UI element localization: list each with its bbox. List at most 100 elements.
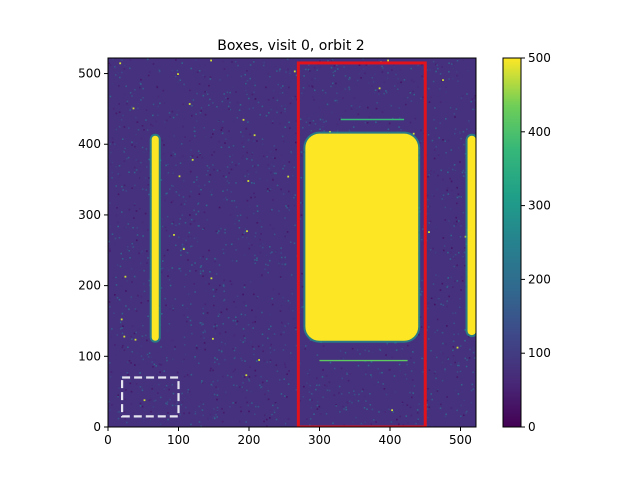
noise-pixel	[274, 366, 277, 368]
noise-pixel	[445, 413, 447, 416]
noise-pixel	[167, 171, 170, 174]
noise-pixel	[402, 404, 404, 406]
noise-pixel	[109, 202, 111, 204]
noise-pixel	[271, 303, 274, 306]
noise-pixel	[161, 313, 163, 315]
noise-pixel	[186, 307, 188, 310]
noise-pixel	[253, 140, 255, 142]
noise-pixel	[268, 189, 271, 192]
noise-pixel	[226, 308, 228, 311]
noise-pixel	[261, 333, 264, 336]
noise-pixel	[273, 333, 276, 335]
noise-pixel	[410, 370, 413, 372]
noise-pixel	[440, 403, 442, 406]
noise-pixel	[197, 210, 200, 213]
noise-pixel	[168, 112, 171, 114]
noise-pixel	[455, 108, 458, 110]
noise-pixel	[381, 65, 383, 68]
noise-pixel	[430, 393, 432, 395]
noise-pixel	[257, 405, 260, 408]
noise-pixel	[328, 382, 330, 384]
noise-pixel	[184, 136, 186, 138]
noise-pixel	[319, 128, 321, 130]
noise-pixel	[352, 126, 355, 128]
noise-pixel	[459, 132, 461, 134]
noise-pixel	[208, 166, 210, 169]
noise-pixel	[254, 413, 256, 416]
noise-pixel	[366, 122, 369, 124]
noise-pixel	[191, 332, 193, 335]
noise-pixel	[395, 73, 397, 76]
noise-pixel	[259, 177, 261, 180]
noise-pixel	[196, 347, 198, 350]
noise-pixel	[452, 62, 455, 65]
noise-pixel	[129, 67, 131, 70]
noise-pixel	[448, 62, 450, 64]
noise-pixel	[236, 215, 239, 217]
noise-pixel	[274, 252, 277, 254]
noise-pixel	[274, 402, 277, 404]
noise-pixel	[386, 77, 389, 80]
noise-pixel	[175, 404, 177, 407]
noise-pixel	[133, 332, 136, 335]
noise-pixel	[228, 172, 230, 174]
noise-pixel	[439, 289, 442, 291]
noise-pixel	[276, 184, 279, 187]
noise-pixel	[128, 308, 130, 311]
noise-pixel	[253, 182, 255, 185]
noise-pixel	[304, 129, 306, 131]
noise-pixel	[189, 319, 192, 322]
noise-pixel	[416, 421, 418, 423]
noise-pixel	[353, 97, 356, 99]
noise-pixel	[346, 401, 349, 404]
noise-pixel	[121, 346, 123, 349]
noise-pixel	[141, 335, 144, 337]
noise-pixel	[292, 317, 295, 320]
noise-pixel	[243, 284, 246, 286]
noise-pixel	[316, 400, 319, 403]
noise-pixel	[251, 244, 253, 246]
noise-pixel	[300, 202, 302, 204]
noise-pixel	[214, 323, 216, 326]
noise-pixel	[267, 72, 270, 75]
noise-pixel	[299, 324, 302, 326]
noise-pixel	[199, 270, 202, 272]
noise-pixel	[472, 388, 474, 391]
noise-pixel	[468, 121, 471, 123]
noise-pixel	[427, 388, 429, 390]
noise-pixel	[282, 193, 285, 195]
noise-pixel	[468, 357, 471, 359]
noise-pixel	[266, 188, 269, 190]
noise-pixel	[221, 132, 224, 135]
noise-pixel	[240, 75, 243, 78]
noise-pixel	[194, 410, 197, 413]
noise-pixel	[249, 133, 251, 136]
noise-pixel	[222, 175, 225, 177]
noise-pixel	[416, 412, 419, 414]
noise-pixel	[459, 236, 462, 238]
noise-pixel	[319, 125, 322, 127]
noise-pixel	[214, 357, 216, 359]
y-tick-label: 200	[78, 279, 101, 293]
noise-pixel	[342, 405, 344, 408]
noise-pixel	[121, 138, 124, 140]
red-selection-box	[296, 61, 427, 427]
noise-pixel	[225, 244, 227, 246]
noise-pixel	[181, 62, 183, 64]
noise-pixel	[396, 88, 399, 90]
noise-pixel	[457, 393, 460, 395]
noise-pixel	[195, 113, 197, 115]
noise-pixel	[284, 344, 287, 346]
noise-pixel	[168, 235, 171, 237]
noise-pixel	[126, 245, 129, 248]
noise-pixel	[340, 367, 343, 370]
noise-pixel	[263, 360, 266, 362]
noise-pixel	[322, 115, 324, 118]
noise-pixel	[276, 70, 278, 72]
noise-pixel	[178, 267, 180, 270]
noise-pixel	[456, 196, 459, 199]
noise-pixel	[302, 68, 304, 70]
noise-pixel	[354, 388, 356, 390]
noise-pixel	[179, 79, 181, 81]
noise-pixel	[173, 135, 175, 137]
